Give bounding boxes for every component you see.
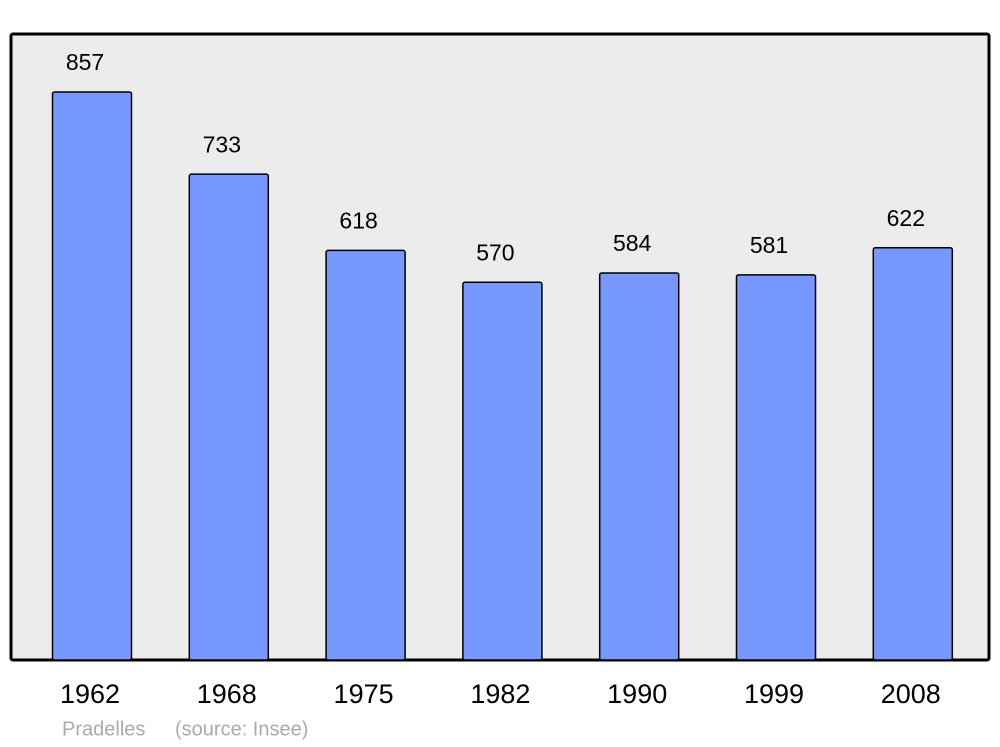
bar — [188, 173, 270, 661]
value-label: 622 — [887, 205, 925, 231]
value-label: 857 — [66, 49, 104, 75]
bar — [51, 91, 133, 661]
bar — [735, 274, 817, 661]
bar — [872, 247, 954, 661]
value-label: 618 — [339, 207, 377, 233]
value-label: 733 — [203, 131, 241, 157]
bar — [598, 272, 680, 661]
x-tick-label: 1990 — [607, 679, 667, 709]
x-tick-label: 2008 — [881, 679, 941, 709]
bar — [462, 281, 543, 661]
x-tick-label: 1982 — [470, 679, 530, 709]
source-note: (source: Insee) — [175, 718, 308, 740]
x-tick-label: 1968 — [197, 679, 257, 709]
value-label: 570 — [476, 239, 514, 265]
value-label: 581 — [750, 232, 788, 258]
x-tick-label: 1975 — [334, 679, 394, 709]
x-tick-label: 1962 — [60, 679, 120, 709]
value-label: 584 — [613, 230, 652, 256]
chart-title: Pradelles — [62, 718, 145, 740]
x-tick-label: 1999 — [744, 679, 804, 709]
bar — [325, 249, 406, 661]
